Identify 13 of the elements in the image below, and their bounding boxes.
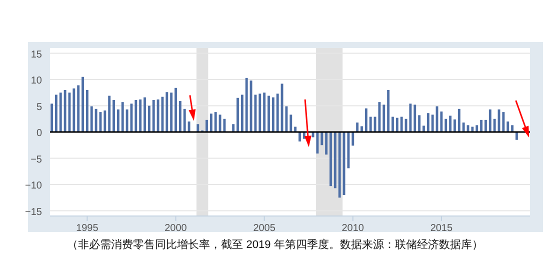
y-tick-label: −15 [25,206,42,218]
y-tick-label: 15 [30,49,42,60]
x-tick-label: 1995 [76,223,99,234]
y-tick-label: 10 [30,76,42,86]
y-tick-label: −5 [30,154,42,166]
x-tick-label: 2005 [253,223,276,234]
x-tick-label: 2000 [164,223,188,234]
y-tick-label: 0 [36,128,42,139]
x-tick-label: 2015 [430,223,453,234]
x-tick-label: 2010 [342,223,364,234]
y-tick-label: −10 [25,180,42,192]
y-tick-label: 5 [36,102,42,113]
text: （非必需消费零售同比增长率，截至 2019 年第四季度。数据来源：联储经济数据库） [67,238,483,251]
